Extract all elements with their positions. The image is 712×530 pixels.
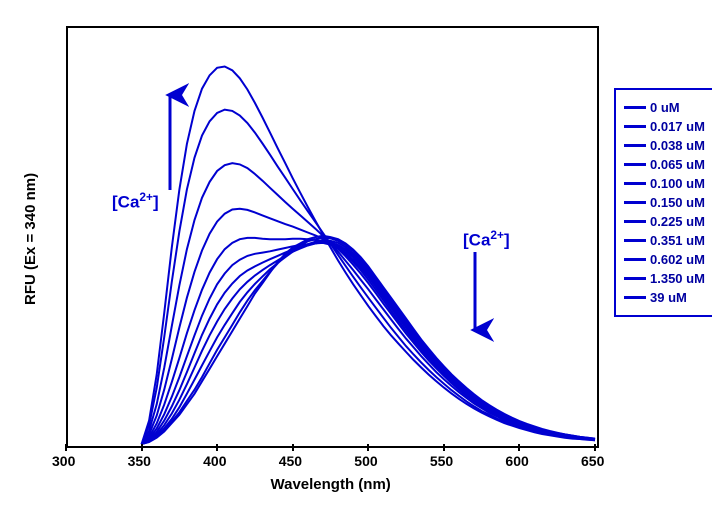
legend-label: 0.065 uM: [650, 157, 705, 172]
legend-item: 0 uM: [624, 100, 705, 115]
x-tick-label: 500: [354, 453, 377, 469]
legend-label: 0.602 uM: [650, 252, 705, 267]
legend-item: 0.065 uM: [624, 157, 705, 172]
y-axis-label: RFU (Ex = 340 nm): [22, 173, 39, 305]
legend-label: 0.017 uM: [650, 119, 705, 134]
x-tick-label: 400: [203, 453, 226, 469]
legend-label: 0 uM: [650, 100, 680, 115]
legend-swatch: [624, 296, 646, 299]
legend-item: 39 uM: [624, 290, 705, 305]
x-axis-label: Wavelength (nm): [271, 476, 391, 493]
legend-item: 0.150 uM: [624, 195, 705, 210]
legend-label: 39 uM: [650, 290, 687, 305]
legend-label: 1.350 uM: [650, 271, 705, 286]
legend-label: 0.225 uM: [650, 214, 705, 229]
spectra-curves: [0, 0, 712, 530]
x-tick-label: 600: [505, 453, 528, 469]
legend-label: 0.038 uM: [650, 138, 705, 153]
legend-swatch: [624, 144, 646, 147]
legend-item: 0.225 uM: [624, 214, 705, 229]
legend-swatch: [624, 163, 646, 166]
legend-label: 0.351 uM: [650, 233, 705, 248]
series-curve: [142, 163, 595, 444]
legend: 0 uM 0.017 uM 0.038 uM 0.065 uM 0.100 uM 0.15…: [614, 88, 712, 317]
legend-item: 0.038 uM: [624, 138, 705, 153]
series-curve: [142, 238, 595, 445]
annotation-ca-2: [Ca2+]: [463, 228, 510, 251]
legend-swatch: [624, 277, 646, 280]
x-tick-label: 650: [581, 453, 604, 469]
legend-swatch: [624, 258, 646, 261]
x-tick-label: 450: [279, 453, 302, 469]
x-tick-mark: [141, 444, 143, 451]
legend-swatch: [624, 220, 646, 223]
legend-swatch: [624, 182, 646, 185]
legend-item: 0.017 uM: [624, 119, 705, 134]
annotation-ca-1: [Ca2+]: [112, 190, 159, 213]
x-tick-mark: [367, 444, 369, 451]
legend-swatch: [624, 106, 646, 109]
legend-label: 0.100 uM: [650, 176, 705, 191]
x-tick-mark: [292, 444, 294, 451]
legend-item: 1.350 uM: [624, 271, 705, 286]
x-tick-label: 300: [52, 453, 75, 469]
x-tick-label: 350: [128, 453, 151, 469]
chart-container: RFU (Ex = 340 nm) Wavelength (nm) [Ca2+]…: [0, 0, 712, 530]
legend-swatch: [624, 201, 646, 204]
x-tick-mark: [443, 444, 445, 451]
legend-item: 0.602 uM: [624, 252, 705, 267]
legend-item: 0.100 uM: [624, 176, 705, 191]
legend-item: 0.351 uM: [624, 233, 705, 248]
x-tick-mark: [65, 444, 67, 451]
legend-swatch: [624, 239, 646, 242]
x-tick-label: 550: [430, 453, 453, 469]
legend-swatch: [624, 125, 646, 128]
x-tick-mark: [594, 444, 596, 451]
series-curve: [142, 209, 595, 444]
legend-label: 0.150 uM: [650, 195, 705, 210]
x-tick-mark: [518, 444, 520, 451]
x-tick-mark: [216, 444, 218, 451]
